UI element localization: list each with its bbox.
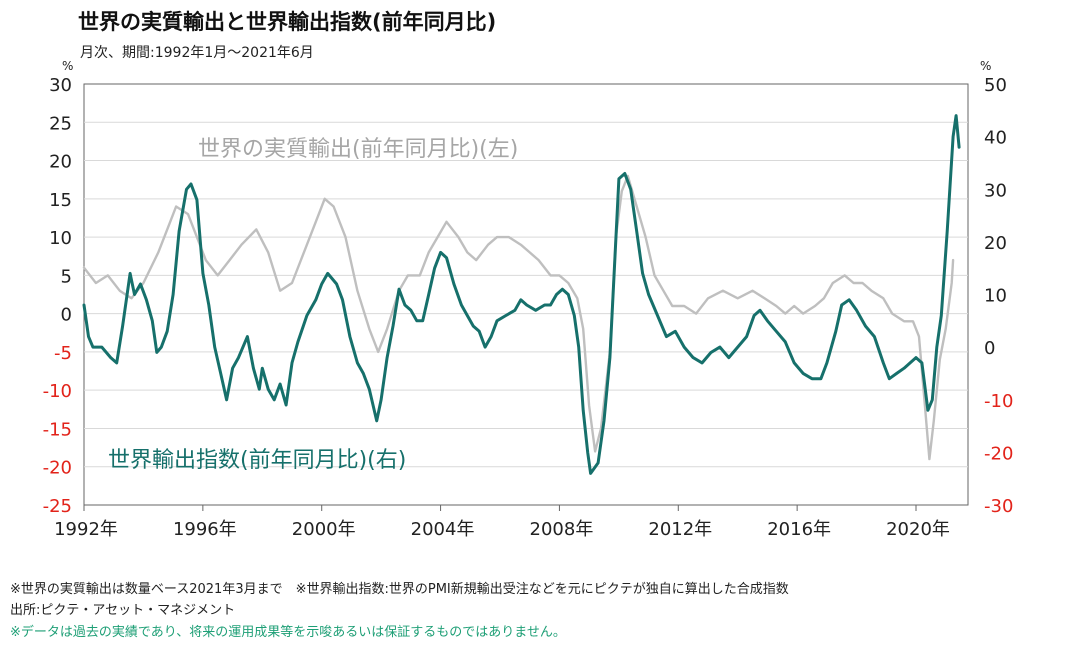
right-tick-label: 10 xyxy=(984,286,1007,307)
series-line-export-index xyxy=(82,114,961,475)
x-tick-label: 1992年 xyxy=(54,519,118,540)
x-tick-label: 2020年 xyxy=(886,519,950,540)
series-line-real-exports xyxy=(82,174,955,461)
left-tick-label: -15 xyxy=(43,419,72,440)
left-tick-label: 20 xyxy=(49,152,72,173)
plot-frame xyxy=(83,83,969,506)
left-tick-label: -10 xyxy=(43,381,72,402)
series-label-real-exports: 世界の実質輸出(前年同月比)(左) xyxy=(198,137,518,162)
left-tick-label: -5 xyxy=(54,343,72,364)
right-tick-label: 40 xyxy=(984,128,1007,149)
x-tick-label: 2008年 xyxy=(530,519,594,540)
x-tick-label: 2004年 xyxy=(411,519,475,540)
chart-subtitle: 月次、期間:1992年1月～2021年6月 xyxy=(80,45,314,61)
left-tick-label: 25 xyxy=(49,113,72,134)
left-axis: 30 25 20 15 10 5 0 -5 -10 -15 -20 -25 xyxy=(43,75,72,517)
chart-title: 世界の実質輸出と世界輸出指数(前年同月比) xyxy=(78,10,497,34)
left-axis-unit: % xyxy=(62,59,73,73)
left-tick-label: 15 xyxy=(49,190,72,211)
x-tick-label: 2016年 xyxy=(767,519,831,540)
right-tick-label: 0 xyxy=(984,338,995,359)
right-axis-unit: % xyxy=(980,59,991,73)
series-label-export-index: 世界輸出指数(前年同月比)(右) xyxy=(108,448,406,473)
right-tick-label: 20 xyxy=(984,233,1007,254)
left-tick-label: 30 xyxy=(49,75,72,96)
x-tick-label: 2000年 xyxy=(292,519,356,540)
footnote-disclaimer: ※データは過去の実績であり、将来の運用成果等を示唆あるいは保証するものではありま… xyxy=(10,625,566,640)
left-tick-label: 0 xyxy=(61,305,72,326)
footnote-source: 出所:ピクテ・アセット・マネジメント xyxy=(10,603,236,618)
x-tick-label: 2012年 xyxy=(648,519,712,540)
x-tick-label: 1996年 xyxy=(173,519,237,540)
left-tick-label: 5 xyxy=(61,266,72,287)
left-tick-label: 10 xyxy=(49,228,72,249)
left-tick-label: -25 xyxy=(43,496,72,517)
series-layer xyxy=(82,114,961,475)
left-tick-label: -20 xyxy=(43,458,72,479)
grid-lines xyxy=(84,121,968,468)
right-tick-label: -20 xyxy=(984,443,1013,464)
right-axis: 50 40 30 20 10 0 -10 -20 -30 xyxy=(984,75,1013,517)
right-tick-label: -30 xyxy=(984,496,1013,517)
footnote-definitions: ※世界の実質輸出は数量ベース2021年3月まで ※世界輸出指数:世界のPMI新規… xyxy=(10,582,789,597)
right-tick-label: 50 xyxy=(984,75,1007,96)
right-tick-label: -10 xyxy=(984,391,1013,412)
right-tick-label: 30 xyxy=(984,180,1007,201)
x-axis: 1992年 1996年 2000年 2004年 2008年 2012年 2016年 2020年 xyxy=(54,505,950,540)
